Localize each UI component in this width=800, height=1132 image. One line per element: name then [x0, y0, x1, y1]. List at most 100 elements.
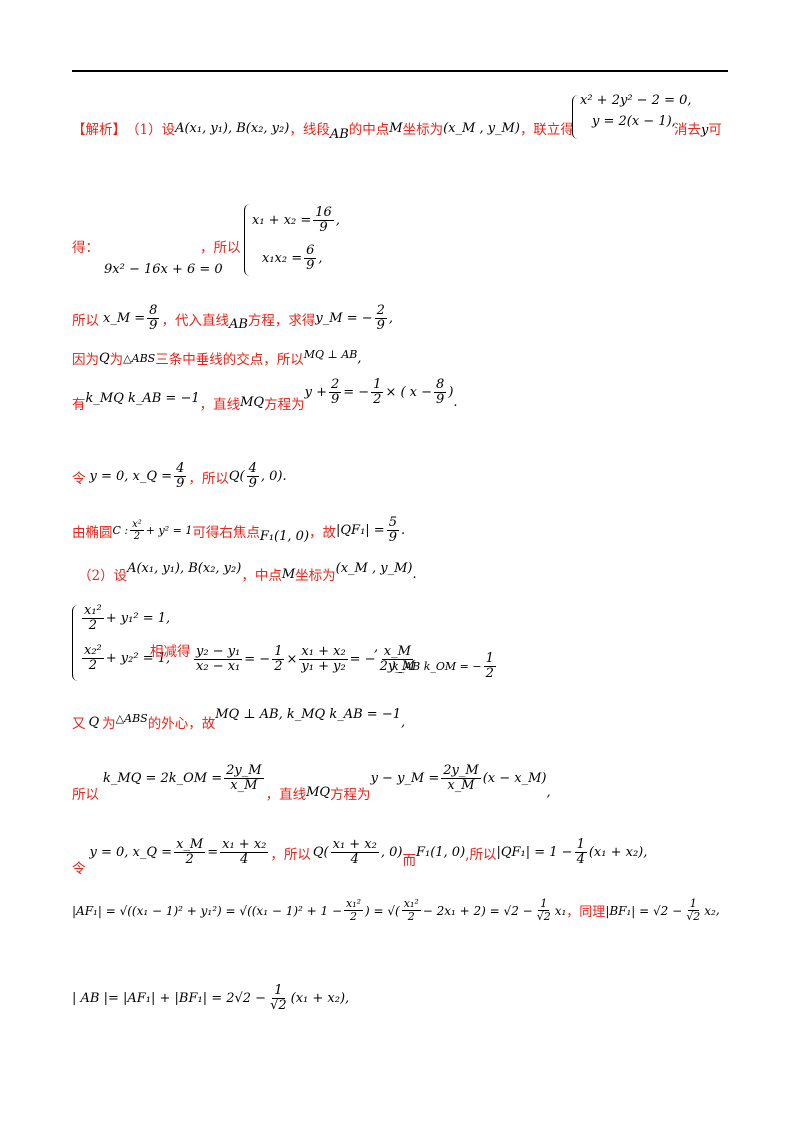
- system-row: y = 2(x − 1),: [592, 114, 676, 129]
- math: |AF₁| = √((x₁ − 1)² + y₁²) = √((x₁ − 1)²…: [72, 903, 343, 918]
- header-rule: [72, 70, 728, 72]
- numerator: 4: [174, 461, 187, 478]
- math: x_M =: [103, 311, 146, 327]
- denominator: 9: [330, 392, 340, 408]
- denominator: 9: [149, 318, 158, 334]
- fraction: 1 √2: [268, 983, 289, 1014]
- denominator: 9: [248, 476, 257, 492]
- line-12: 令 y = 0, x_Q = x_M 2 = x₁ + x₂ 4 ，所以 Q( x₁…: [72, 837, 648, 877]
- text: ，直线: [199, 396, 241, 413]
- math: = −: [244, 652, 271, 668]
- text: 三条中垂线的交点，所以: [155, 352, 304, 368]
- math: , 0): [380, 845, 403, 861]
- denominator: 4: [240, 852, 249, 868]
- math: A(x₁, y₁), B(x₂, y₂): [127, 560, 242, 576]
- math: A(x₁, y₁), B(x₂, y₂): [175, 120, 290, 136]
- math: Q: [99, 350, 110, 366]
- numerator: 1: [574, 837, 587, 854]
- text: 所以: [72, 312, 99, 329]
- denominator: √2: [270, 998, 287, 1014]
- denominator: 2: [350, 910, 358, 924]
- text: 为: [109, 352, 124, 368]
- denominator: 2: [88, 618, 98, 634]
- line-7: 由椭圆 C : x² 2 + y² = 1 可得右焦点 F₁(1, 0) ，故 |…: [72, 515, 406, 546]
- math: x₁: [554, 903, 567, 918]
- math: = −: [343, 385, 370, 401]
- math: ×: [286, 652, 298, 668]
- denominator: x_M: [447, 778, 475, 794]
- math: |QF₁| =: [336, 523, 385, 539]
- text: 所以: [72, 786, 99, 803]
- fraction: 2y_M x_M: [224, 763, 264, 794]
- line-4: 因为 Q 为 △ABS 三条中垂线的交点，所以 MQ ⊥ AB,: [72, 347, 362, 369]
- text: 坐标为: [402, 122, 444, 138]
- numerator: 1: [371, 377, 384, 394]
- line-14: | AB |= |AF₁| + |BF₁| = 2√2 − 1 √2 (x₁ + …: [72, 983, 349, 1014]
- numerator: 2y_M: [441, 763, 481, 780]
- text: ，代入直线: [161, 312, 229, 329]
- text: 令: [72, 470, 86, 487]
- text: ，直线: [265, 786, 307, 803]
- fraction: x₁² 2: [344, 897, 364, 924]
- math: + y² = 1: [145, 524, 193, 538]
- denominator: 2: [485, 666, 494, 682]
- math: y = 0, x_Q =: [89, 469, 173, 485]
- text: 相减得: [150, 644, 191, 660]
- line-13: |AF₁| = √((x₁ − 1)² + y₁²) = √((x₁ − 1)²…: [72, 897, 720, 924]
- line-8: （2）设 A(x₁, y₁), B(x₂, y₂) ，中点 M 坐标为 (x_M…: [78, 560, 417, 585]
- text: ，所以: [188, 470, 229, 487]
- fraction: x_M 2: [174, 837, 206, 868]
- numerator: 2: [328, 377, 342, 394]
- math: ) = √(: [365, 903, 400, 918]
- math: y: [701, 123, 709, 138]
- math: △ABS: [123, 351, 156, 365]
- fraction: x₁ + x₂ 4: [220, 837, 269, 868]
- math: k_MQ k_AB = −1: [85, 391, 200, 407]
- numerator: 1: [538, 897, 550, 912]
- line-1-tail: 消去y可: [674, 118, 722, 138]
- math: k_AB k_OM = −: [392, 660, 482, 674]
- numerator: 8: [434, 377, 447, 394]
- ellipse-eq-1: x₁² 2 + y₁² = 1,: [80, 603, 170, 634]
- math: C :: [112, 524, 129, 538]
- fraction: x_M 2y_M: [378, 644, 417, 675]
- denominator: y₁ + y₂: [301, 659, 346, 675]
- numerator: x_M: [381, 644, 413, 661]
- numerator: 16: [313, 205, 334, 222]
- denominator: 9: [306, 258, 315, 274]
- text: 方程为: [330, 786, 371, 803]
- line-10: 又 Q 为 △ABS 的外心，故 MQ ⊥ AB, k_MQ k_AB = −1…: [72, 706, 406, 733]
- numerator: 1: [483, 651, 496, 668]
- line-1: 【解析】 （1）设 A(x₁, y₁), B(x₂, y₂) ，线段 AB 的中…: [72, 118, 574, 142]
- line-2-label: 得：: [72, 240, 99, 256]
- numerator: 1: [272, 644, 285, 661]
- text: ,所以: [465, 846, 497, 863]
- text: 为: [102, 716, 116, 732]
- numerator: 1: [272, 983, 285, 1000]
- system-brace-1: [572, 95, 579, 139]
- text: ，同理: [566, 905, 606, 921]
- math: |BF₁| = √2 −: [605, 903, 683, 918]
- denominator: 2: [88, 658, 98, 674]
- denominator: x₂ − x₁: [196, 659, 241, 675]
- fraction: 2y_M x_M: [441, 763, 481, 794]
- denominator: 9: [388, 530, 397, 546]
- ellipse-eq-2: x₂² 2 + y₂² = 1,: [80, 643, 170, 674]
- fraction: y₂ − y₁ x₂ − x₁: [194, 644, 243, 675]
- text: ，联立得: [519, 122, 574, 138]
- numerator: x₁²: [82, 603, 104, 620]
- math: M: [281, 566, 296, 582]
- fraction: x₂² 2: [82, 643, 104, 674]
- numerator: x₁²: [401, 897, 421, 912]
- fraction: 1 √2: [535, 897, 553, 923]
- text: ，所以: [200, 240, 241, 256]
